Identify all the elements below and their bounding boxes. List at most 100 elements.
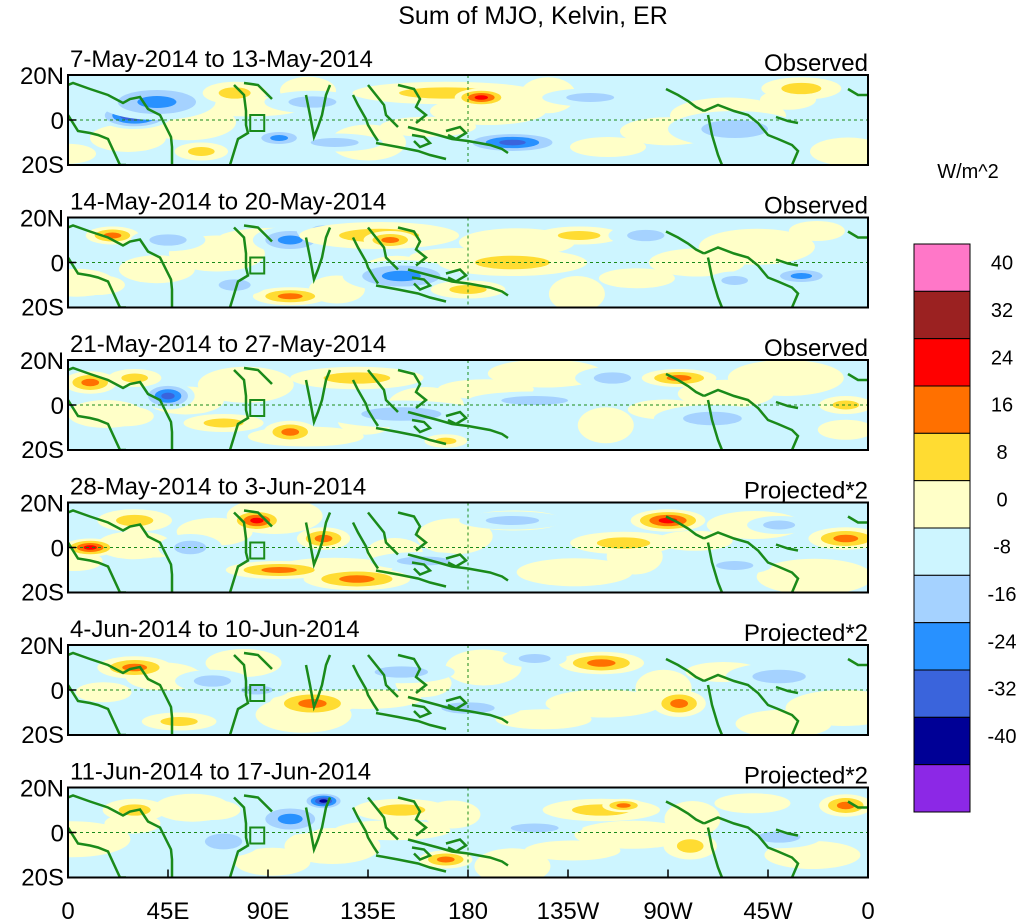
contour-fill <box>161 392 175 400</box>
contour-fill <box>727 360 844 396</box>
longitude-label: 45W <box>743 898 793 921</box>
contour-fill <box>763 520 796 530</box>
contour-fill <box>281 428 300 436</box>
latitude-label: 20S <box>21 295 64 322</box>
contour-fill <box>121 373 148 383</box>
colorbar-units: W/m^2 <box>937 161 999 183</box>
latitude-label: 20N <box>20 633 64 660</box>
panel-date-range: 21-May-2014 to 27-May-2014 <box>70 331 386 358</box>
colorbar-tick-label: -32 <box>988 679 1017 701</box>
latitude-label: 20S <box>21 865 64 892</box>
contour-fill <box>781 82 822 95</box>
colorbar-swatch <box>913 243 971 292</box>
contour-fill <box>204 833 243 850</box>
latitude-label: 0 <box>51 536 64 563</box>
colorbar-swatch <box>913 716 971 766</box>
latitude-label: 0 <box>51 393 64 420</box>
latitude-label: 20S <box>21 437 64 464</box>
contour-fill <box>116 514 154 527</box>
contour-fill <box>436 856 455 863</box>
contour-fill <box>501 396 568 405</box>
colorbar-swatch <box>913 669 971 718</box>
panel-tag: Projected*2 <box>744 620 868 647</box>
latitude-label: 20N <box>20 348 64 375</box>
contour-fill <box>68 400 144 428</box>
panel-date-range: 11-Jun-2014 to 17-Jun-2014 <box>70 759 371 786</box>
longitude-label: 45E <box>147 898 190 921</box>
contour-fill <box>698 228 815 265</box>
contour-fill <box>790 273 812 279</box>
contour-fill <box>627 229 665 242</box>
reference-box <box>249 684 266 702</box>
colorbar-swatch <box>913 764 971 813</box>
contour-fill <box>545 689 662 718</box>
reference-box <box>249 399 266 417</box>
contour-fill <box>516 558 633 587</box>
longitude-label: 180 <box>448 898 488 921</box>
colorbar-tick-label: -16 <box>988 584 1017 606</box>
latitude-label: 0 <box>51 108 64 135</box>
contour-fill <box>752 669 806 684</box>
contour-fill <box>701 120 769 138</box>
reference-box <box>249 826 266 845</box>
contour-fill <box>548 276 605 308</box>
contour-fill <box>656 530 733 551</box>
contour-fill <box>75 682 132 703</box>
colorbar-swatch <box>913 480 971 529</box>
contour-fill <box>154 793 231 822</box>
contour-fill <box>716 561 754 570</box>
contour-fill <box>381 237 400 243</box>
map-panel: 11-Jun-2014 to 17-Jun-2014 Projected*2 20N… <box>20 759 869 892</box>
contour-fill <box>261 567 297 573</box>
contour-fill <box>374 666 429 678</box>
colorbar-tick-label: 0 <box>996 489 1007 511</box>
contour-fill <box>587 659 616 667</box>
reference-box <box>249 114 266 132</box>
latitude-label: 20N <box>20 491 64 518</box>
colorbar-tick-label: -40 <box>988 726 1017 748</box>
contour-fill <box>676 839 704 853</box>
panel-tag: Projected*2 <box>744 763 868 790</box>
contour-fill <box>485 516 540 525</box>
contour-fill <box>277 293 303 300</box>
contour-fill <box>570 137 646 157</box>
contour-fill <box>137 96 177 108</box>
contour-fill <box>721 276 749 285</box>
panel-tag: Observed <box>764 50 868 77</box>
map-panel: 4-Jun-2014 to 10-Jun-2014 Projected*2 20N 0… <box>20 616 869 749</box>
contour-fill <box>445 649 522 686</box>
contour-fill <box>288 96 337 108</box>
longitude-label: 90E <box>247 898 290 921</box>
colorbar-swatch <box>913 432 971 482</box>
latitude-label: 20N <box>20 776 64 803</box>
figure-title: Sum of MJO, Kelvin, ER <box>398 2 668 30</box>
reference-box <box>249 541 266 560</box>
contour-fill <box>788 221 845 241</box>
contour-fill <box>598 268 675 289</box>
contour-fill <box>577 407 634 444</box>
latitude-label: 0 <box>51 678 64 705</box>
longitude-label: 135W <box>537 898 600 921</box>
contour-fill <box>250 517 264 524</box>
contour-fill <box>596 537 651 549</box>
panel-tag: Projected*2 <box>744 478 868 505</box>
colorbar-swatch <box>913 338 971 387</box>
contour-fill <box>277 813 303 825</box>
contour-fill <box>510 823 559 833</box>
map-panel: 7-May-2014 to 13-May-2014 Observed 20N 0 20S <box>20 46 869 179</box>
latitude-label: 20N <box>20 206 64 233</box>
contour-fill <box>68 143 96 164</box>
colorbar-tick-label: -8 <box>993 537 1011 559</box>
contour-fill <box>83 545 97 550</box>
contour-fill <box>810 137 868 165</box>
contour-fill <box>714 793 791 814</box>
contour-fill <box>416 518 493 555</box>
contour-fill <box>833 534 859 543</box>
contour-fill <box>566 93 615 102</box>
contour-fill <box>756 558 868 593</box>
longitude-label: 90W <box>643 898 693 921</box>
contour-fill <box>785 690 868 726</box>
contour-fill <box>68 268 115 297</box>
contour-fill <box>193 675 232 687</box>
contour-fill <box>323 372 391 384</box>
